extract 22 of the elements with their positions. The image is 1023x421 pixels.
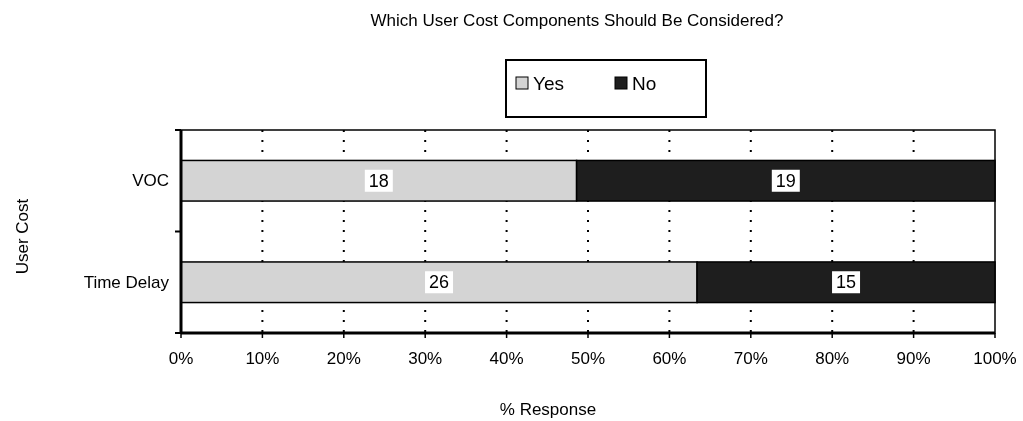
x-tick-label: 90% <box>896 348 931 368</box>
legend-label: No <box>632 72 657 94</box>
annotation: 18 <box>368 170 389 191</box>
x-tick-label: 70% <box>733 348 768 368</box>
y-axis-title: User Cost <box>12 198 32 275</box>
x-tick-label: 10% <box>245 348 280 368</box>
legend-label: Yes <box>533 72 564 94</box>
x-tick-label: 80% <box>815 348 850 368</box>
x-tick-label: 30% <box>408 348 443 368</box>
x-tick-label: 40% <box>489 348 524 368</box>
chart-title: Which User Cost Components Should Be Considered? <box>370 11 784 30</box>
x-tick-label: 50% <box>570 348 606 368</box>
y-tick-label: Time Delay <box>83 272 170 292</box>
x-tick-label: 20% <box>326 348 361 368</box>
x-tick-label: 100% <box>973 348 1017 368</box>
annotation: 15 <box>836 272 857 293</box>
x-axis-title: % Response <box>499 399 597 419</box>
y-tick-label: VOC <box>132 171 169 191</box>
x-tick-label: 0% <box>168 348 194 368</box>
x-tick-label: 60% <box>652 348 687 368</box>
annotation: 19 <box>775 170 796 191</box>
annotation: 26 <box>429 272 450 293</box>
